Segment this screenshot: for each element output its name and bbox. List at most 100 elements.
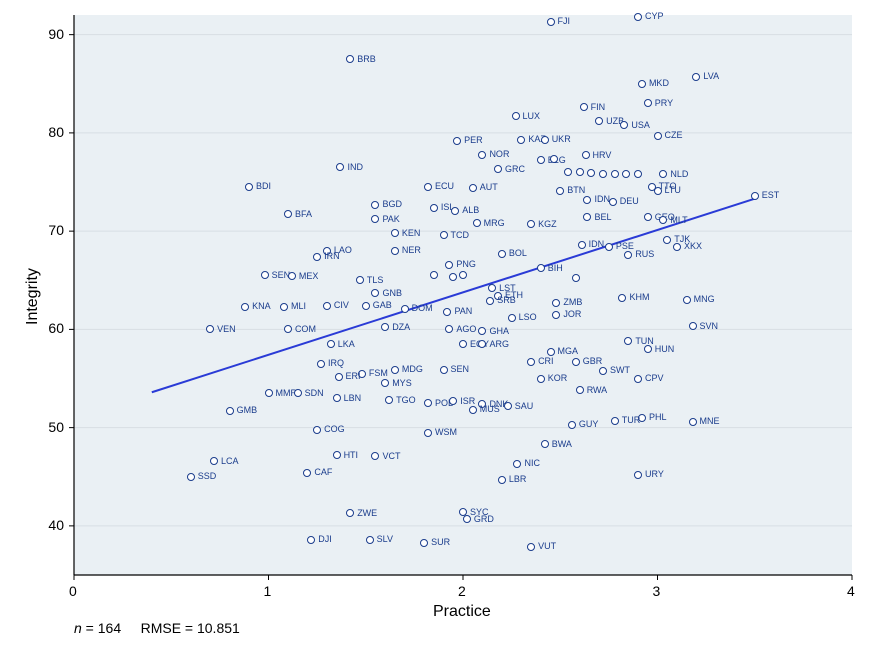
data-point-label: LBR (509, 474, 527, 484)
data-point (265, 389, 273, 397)
data-point-label: USA (631, 120, 650, 130)
data-point (473, 219, 481, 227)
data-point-label: LTU (665, 185, 681, 195)
y-axis-label: Integrity (24, 268, 42, 325)
data-point-label: IRN (324, 251, 340, 261)
data-point-label: IDN (594, 194, 610, 204)
data-point-label: DEU (620, 196, 639, 206)
data-point-label: LCA (221, 456, 239, 466)
data-point-label: SSD (198, 471, 217, 481)
data-point (547, 18, 555, 26)
data-point-label: PER (464, 135, 483, 145)
data-point (508, 314, 516, 322)
data-point-label: CZE (665, 130, 683, 140)
data-point-label: LUX (523, 111, 541, 121)
data-point-label: PNG (456, 259, 476, 269)
data-point (424, 183, 432, 191)
data-point (469, 184, 477, 192)
grid-axes-layer (0, 0, 876, 647)
data-point (261, 271, 269, 279)
data-point-label: TGO (396, 395, 416, 405)
data-point (498, 476, 506, 484)
x-tick-label: 1 (264, 583, 272, 599)
data-point-label: BDI (256, 181, 271, 191)
data-point-label: PSE (616, 241, 634, 251)
data-point-label: GHA (489, 326, 509, 336)
data-point-label: SWT (610, 365, 630, 375)
data-point (333, 451, 341, 459)
data-point-label: BOL (509, 248, 527, 258)
data-point (537, 375, 545, 383)
data-point-label: MKD (649, 78, 669, 88)
data-point-label: BWA (552, 439, 572, 449)
data-point-label: JOR (563, 309, 581, 319)
x-tick-label: 4 (847, 583, 855, 599)
data-point (689, 418, 697, 426)
data-point-label: BGD (382, 199, 402, 209)
data-point (440, 366, 448, 374)
data-point-label: NOR (489, 149, 509, 159)
data-point-label: ERI (346, 371, 361, 381)
data-point (362, 302, 370, 310)
data-point-label: MYS (392, 378, 412, 388)
data-point-label: KNA (252, 301, 271, 311)
data-point (187, 473, 195, 481)
data-point-label: RUS (635, 249, 654, 259)
data-point (634, 471, 642, 479)
data-point-label: SDN (305, 388, 324, 398)
data-point-label: DOM (412, 303, 433, 313)
data-point (323, 302, 331, 310)
data-point (391, 247, 399, 255)
data-point-label: VUT (538, 541, 556, 551)
data-point (424, 399, 432, 407)
footnote-rmse: RMSE = 10.851 (141, 620, 240, 636)
data-point (504, 402, 512, 410)
data-point-label: LSO (519, 312, 537, 322)
data-point (527, 543, 535, 551)
data-point-label: POL (435, 398, 453, 408)
data-point (609, 198, 617, 206)
y-tick-label: 90 (48, 26, 64, 42)
data-point-label: SRB (497, 295, 516, 305)
data-point-label: ISR (460, 396, 475, 406)
data-point-label: PAN (454, 306, 472, 316)
data-point (673, 243, 681, 251)
data-point-label: XKX (684, 241, 702, 251)
data-point-label: AUT (480, 182, 498, 192)
data-point-label: GNB (382, 288, 402, 298)
data-point-label: MLI (291, 301, 306, 311)
data-point (478, 151, 486, 159)
data-point (420, 539, 428, 547)
data-point-label: GRD (474, 514, 494, 524)
data-point-label: VEN (217, 324, 236, 334)
data-point-label: FIN (591, 102, 606, 112)
data-point-label: CRI (538, 356, 554, 366)
data-point (391, 366, 399, 374)
data-point-label: ZWE (357, 508, 377, 518)
data-point-label: SAU (515, 401, 534, 411)
data-point-label: URY (645, 469, 664, 479)
data-point (226, 407, 234, 415)
data-point-label: LVA (703, 71, 719, 81)
data-point-label: NIC (524, 458, 540, 468)
data-point-label: DJI (318, 534, 332, 544)
data-point-label: WSM (435, 427, 457, 437)
data-point-label: HRV (593, 150, 612, 160)
data-point-label: KHM (629, 292, 649, 302)
data-point-label: EST (762, 190, 780, 200)
data-point (552, 311, 560, 319)
data-point-label: SUR (431, 537, 450, 547)
data-point (541, 440, 549, 448)
data-point (335, 373, 343, 381)
data-point (401, 305, 409, 313)
data-point-label: ZMB (563, 297, 582, 307)
data-point-label: MDG (402, 364, 423, 374)
data-point-label: HUN (655, 344, 675, 354)
data-point (634, 375, 642, 383)
data-point (512, 112, 520, 120)
data-point-label: UKR (552, 134, 571, 144)
data-point (307, 536, 315, 544)
data-point (241, 303, 249, 311)
data-point-label: ARG (489, 339, 509, 349)
data-point (445, 261, 453, 269)
